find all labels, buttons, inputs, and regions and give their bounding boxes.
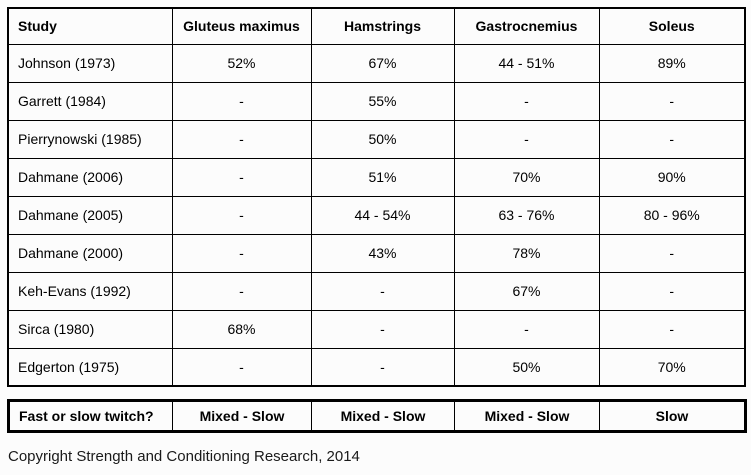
- value-cell: -: [598, 233, 746, 273]
- value-cell: -: [598, 119, 746, 159]
- value-cell: 51%: [310, 157, 455, 197]
- study-cell: Pierrynowski (1985): [7, 119, 173, 159]
- study-cell: Johnson (1973): [7, 43, 173, 83]
- value-cell: 89%: [598, 43, 746, 83]
- table-row: Dahmane (2000) -43% 78% -: [7, 233, 746, 273]
- value-cell: -: [310, 309, 455, 349]
- value-cell: -: [171, 119, 312, 159]
- value-cell: -: [453, 81, 600, 121]
- figure-container: Study Gluteus maximus Hamstrings Gastrocnem…: [7, 7, 747, 465]
- value-cell: 50%: [453, 347, 600, 387]
- value-cell: 68%: [171, 309, 312, 349]
- value-cell: 70%: [598, 347, 746, 387]
- table-row: Dahmane (2006) -51% 70% 90%: [7, 157, 746, 197]
- copyright-text: Copyright Strength and Conditioning Rese…: [8, 448, 360, 465]
- table-row: Edgerton (1975) - -50% 70%: [7, 347, 746, 387]
- table-row: Dahmane (2005) -44 - 54% 63 - 76% 80 - 96%: [7, 195, 746, 235]
- value-cell: -: [310, 271, 455, 311]
- value-cell: 78%: [453, 233, 600, 273]
- value-cell: 70%: [453, 157, 600, 197]
- value-cell: -: [171, 347, 312, 387]
- summary-value-cell: Mixed - Slow: [454, 400, 600, 432]
- table-body: Johnson (1973) 52% 67% 44 - 51% 89% Garrett (…: [7, 43, 746, 387]
- value-cell: 67%: [310, 43, 455, 83]
- value-cell: 50%: [310, 119, 455, 159]
- study-cell: Sirca (1980): [7, 309, 173, 349]
- study-cell: Dahmane (2006): [7, 157, 173, 197]
- value-cell: -: [453, 309, 600, 349]
- value-cell: -: [171, 271, 312, 311]
- header-cell: Soleus: [598, 7, 746, 45]
- value-cell: -: [598, 81, 746, 121]
- table-row: Sirca (1980) 68% - - -: [7, 309, 746, 349]
- header-cell: Gluteus maximus: [171, 7, 312, 45]
- header-cell-study: Study: [7, 7, 173, 45]
- value-cell: -: [171, 233, 312, 273]
- value-cell: 44 - 54%: [310, 195, 455, 235]
- summary-value-cell: Mixed - Slow: [172, 400, 312, 432]
- value-cell: 44 - 51%: [453, 43, 600, 83]
- value-cell: 55%: [310, 81, 455, 121]
- value-cell: 52%: [171, 43, 312, 83]
- value-cell: -: [598, 271, 746, 311]
- value-cell: -: [598, 309, 746, 349]
- study-cell: Dahmane (2000): [7, 233, 173, 273]
- summary-value-cell: Mixed - Slow: [311, 400, 455, 432]
- value-cell: 67%: [453, 271, 600, 311]
- table-row: Pierrynowski (1985) -50% - -: [7, 119, 746, 159]
- study-cell: Keh-Evans (1992): [7, 271, 173, 311]
- summary-row: Fast or slow twitch? Mixed - Slow Mixed - …: [8, 400, 746, 432]
- header-row: Study Gluteus maximus Hamstrings Gastrocnem…: [7, 7, 746, 45]
- table-row: Garrett (1984) -55% - -: [7, 81, 746, 121]
- twitch-summary-table: Fast or slow twitch? Mixed - Slow Mixed - …: [7, 399, 747, 433]
- header-cell: Hamstrings: [310, 7, 455, 45]
- header-cell: Gastrocnemius: [453, 7, 600, 45]
- summary-value-cell: Slow: [599, 400, 746, 432]
- value-cell: 63 - 76%: [453, 195, 600, 235]
- study-cell: Dahmane (2005): [7, 195, 173, 235]
- table-row: Keh-Evans (1992) - -67% -: [7, 271, 746, 311]
- value-cell: 80 - 96%: [598, 195, 746, 235]
- summary-label-cell: Fast or slow twitch?: [8, 400, 173, 432]
- study-cell: Edgerton (1975): [7, 347, 173, 387]
- value-cell: -: [171, 195, 312, 235]
- value-cell: -: [310, 347, 455, 387]
- study-cell: Garrett (1984): [7, 81, 173, 121]
- value-cell: -: [171, 157, 312, 197]
- muscle-fiber-table: Study Gluteus maximus Hamstrings Gastrocnem…: [7, 7, 746, 387]
- value-cell: 90%: [598, 157, 746, 197]
- value-cell: -: [171, 81, 312, 121]
- value-cell: -: [453, 119, 600, 159]
- table-row: Johnson (1973) 52% 67% 44 - 51% 89%: [7, 43, 746, 83]
- value-cell: 43%: [310, 233, 455, 273]
